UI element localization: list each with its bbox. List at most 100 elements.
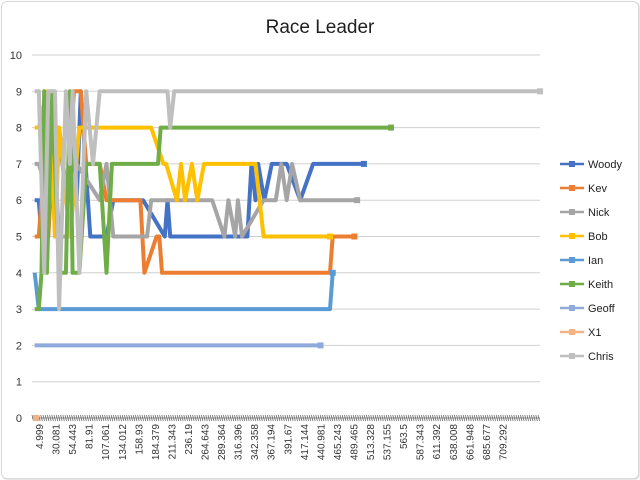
series-end-marker-woody xyxy=(360,160,367,167)
y-tick-label: 6 xyxy=(16,195,22,207)
x-minor-tick xyxy=(300,414,303,422)
x-minor-tick xyxy=(234,414,237,422)
x-minor-tick xyxy=(465,414,468,422)
x-minor-tick xyxy=(42,414,45,422)
x-minor-tick xyxy=(102,414,105,422)
x-minor-tick xyxy=(460,414,463,422)
series-line-ian xyxy=(32,272,335,312)
x-minor-tick xyxy=(403,414,406,422)
x-minor-tick xyxy=(282,414,285,422)
x-minor-tick xyxy=(401,414,404,422)
x-minor-tick xyxy=(187,414,191,422)
x-minor-tick xyxy=(315,414,318,422)
x-minor-tick xyxy=(295,414,298,422)
x-minor-tick xyxy=(203,414,206,422)
series-end-marker-chris xyxy=(537,88,543,95)
x-minor-tick xyxy=(357,414,360,422)
x-minor-tick xyxy=(190,414,193,422)
x-minor-tick xyxy=(341,414,345,422)
x-minor-tick xyxy=(278,414,281,422)
x-tick-label: 30.081 xyxy=(52,424,63,455)
x-minor-tick xyxy=(93,414,96,422)
x-minor-tick xyxy=(297,414,301,422)
x-minor-tick xyxy=(121,414,125,422)
x-minor-tick xyxy=(352,414,356,422)
y-tick-label: 8 xyxy=(16,123,22,135)
x-minor-tick xyxy=(399,414,402,422)
series-line-chris xyxy=(34,89,540,312)
x-minor-tick xyxy=(418,414,422,422)
legend-label-ian: Ian xyxy=(588,255,603,267)
x-minor-tick xyxy=(249,414,252,422)
x-tick-label: 4.999 xyxy=(35,424,46,449)
legend-label-kev: Kev xyxy=(588,183,607,195)
x-minor-tick xyxy=(271,414,274,422)
x-minor-tick xyxy=(251,414,254,422)
series-end-marker-x1 xyxy=(33,415,40,421)
legend-marker-bob xyxy=(569,233,575,239)
x-minor-tick xyxy=(269,414,272,422)
x-minor-tick xyxy=(115,414,118,422)
x-minor-tick xyxy=(49,414,52,422)
x-minor-tick xyxy=(392,414,395,422)
x-minor-tick xyxy=(132,414,136,422)
x-minor-tick xyxy=(44,414,48,422)
x-minor-tick xyxy=(201,414,204,422)
x-minor-tick xyxy=(350,414,353,422)
x-minor-tick xyxy=(436,414,439,422)
x-minor-tick xyxy=(198,414,202,422)
x-minor-tick xyxy=(377,414,380,422)
x-minor-tick xyxy=(108,414,111,422)
x-minor-tick xyxy=(60,414,63,422)
series-lines xyxy=(32,88,543,421)
x-minor-tick xyxy=(128,414,131,422)
x-minor-tick xyxy=(231,414,235,422)
x-minor-tick xyxy=(469,414,472,422)
x-minor-tick xyxy=(181,414,184,422)
legend-marker-nick xyxy=(569,209,575,215)
y-tick-label: 4 xyxy=(16,268,22,280)
x-tick-label: 316.396 xyxy=(234,424,245,461)
x-minor-tick xyxy=(440,414,444,422)
x-minor-tick xyxy=(366,414,369,422)
x-minor-tick xyxy=(454,414,457,422)
x-minor-tick xyxy=(95,414,98,422)
x-tick-label: 391.67 xyxy=(283,424,294,455)
x-minor-tick xyxy=(113,414,116,422)
x-minor-tick xyxy=(86,414,89,422)
x-minor-tick xyxy=(119,414,122,422)
x-minor-tick xyxy=(51,414,54,422)
x-minor-tick xyxy=(330,414,334,422)
x-minor-tick xyxy=(471,414,474,422)
x-minor-tick xyxy=(130,414,133,422)
legend-label-chris: Chris xyxy=(588,351,614,363)
x-minor-tick xyxy=(150,414,153,422)
x-minor-tick xyxy=(53,414,56,422)
x-tick-label: 563.5 xyxy=(399,424,410,449)
x-tick-label: 81.91 xyxy=(85,424,96,449)
x-tick-label: 417.144 xyxy=(300,424,311,461)
x-minor-tick xyxy=(308,414,312,422)
x-minor-tick xyxy=(394,414,397,422)
x-tick-label: 587.343 xyxy=(416,424,427,461)
x-minor-tick xyxy=(522,414,525,422)
x-minor-tick xyxy=(500,414,503,422)
x-minor-tick xyxy=(381,414,384,422)
x-minor-tick xyxy=(528,414,532,422)
x-minor-tick xyxy=(517,414,521,422)
x-minor-tick xyxy=(161,414,164,422)
y-tick-label: 2 xyxy=(16,340,22,352)
x-minor-tick xyxy=(245,414,248,422)
x-minor-tick xyxy=(88,414,92,422)
x-minor-tick xyxy=(148,414,151,422)
series-end-marker-ian xyxy=(329,269,336,276)
x-tick-label: 465.243 xyxy=(333,424,344,461)
x-tick-label: 367.194 xyxy=(267,424,278,461)
x-minor-tick xyxy=(537,414,540,422)
x-minor-tick xyxy=(339,414,342,422)
x-minor-tick xyxy=(359,414,362,422)
x-tick-label: 513.328 xyxy=(366,424,377,461)
legend-label-nick: Nick xyxy=(588,207,610,219)
x-minor-tick xyxy=(390,414,393,422)
x-minor-tick xyxy=(487,414,490,422)
